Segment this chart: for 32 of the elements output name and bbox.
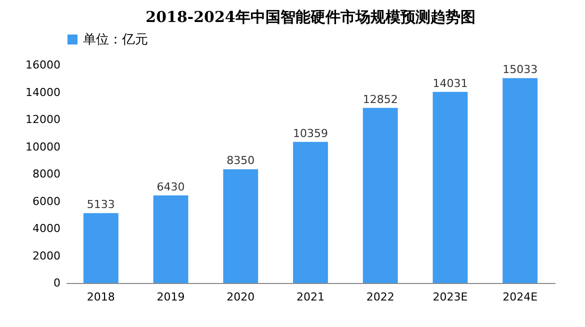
- bar: [293, 142, 328, 283]
- y-tick-label: 2000: [32, 249, 60, 262]
- x-tick-label: 2022: [366, 290, 394, 304]
- bar: [362, 108, 398, 283]
- data-label: 14031: [432, 76, 468, 90]
- bar: [502, 78, 538, 283]
- y-tick-label: 14000: [26, 86, 60, 99]
- data-label: 12852: [362, 92, 398, 106]
- y-tick-label: 6000: [32, 194, 60, 208]
- x-tick-label: 2018: [86, 290, 115, 304]
- y-tick-label: 0: [54, 276, 60, 290]
- bar: [83, 213, 118, 283]
- bar: [153, 195, 188, 283]
- chart-title: 2018-2024年中国智能硬件市场规模预测趋势图: [146, 8, 476, 26]
- x-tick-label: 2021: [296, 290, 324, 304]
- bar: [223, 169, 258, 283]
- y-tick-label: 4000: [32, 222, 60, 235]
- x-tick-label: 2023E: [432, 290, 468, 304]
- legend-label: 单位：亿元: [83, 32, 148, 48]
- y-tick-label: 12000: [26, 113, 60, 126]
- data-label: 8350: [226, 154, 255, 168]
- y-tick-label: 10000: [26, 140, 60, 154]
- y-tick-label: 16000: [26, 58, 60, 72]
- x-tick-label: 2024E: [502, 290, 538, 304]
- bar: [432, 92, 468, 283]
- data-label: 15033: [502, 63, 538, 76]
- data-label: 5133: [86, 198, 115, 212]
- x-tick-label: 2020: [226, 290, 255, 304]
- data-label: 10359: [293, 126, 328, 140]
- x-tick-label: 2019: [156, 290, 185, 304]
- y-tick-label: 8000: [32, 168, 60, 180]
- data-label: 6430: [156, 180, 185, 194]
